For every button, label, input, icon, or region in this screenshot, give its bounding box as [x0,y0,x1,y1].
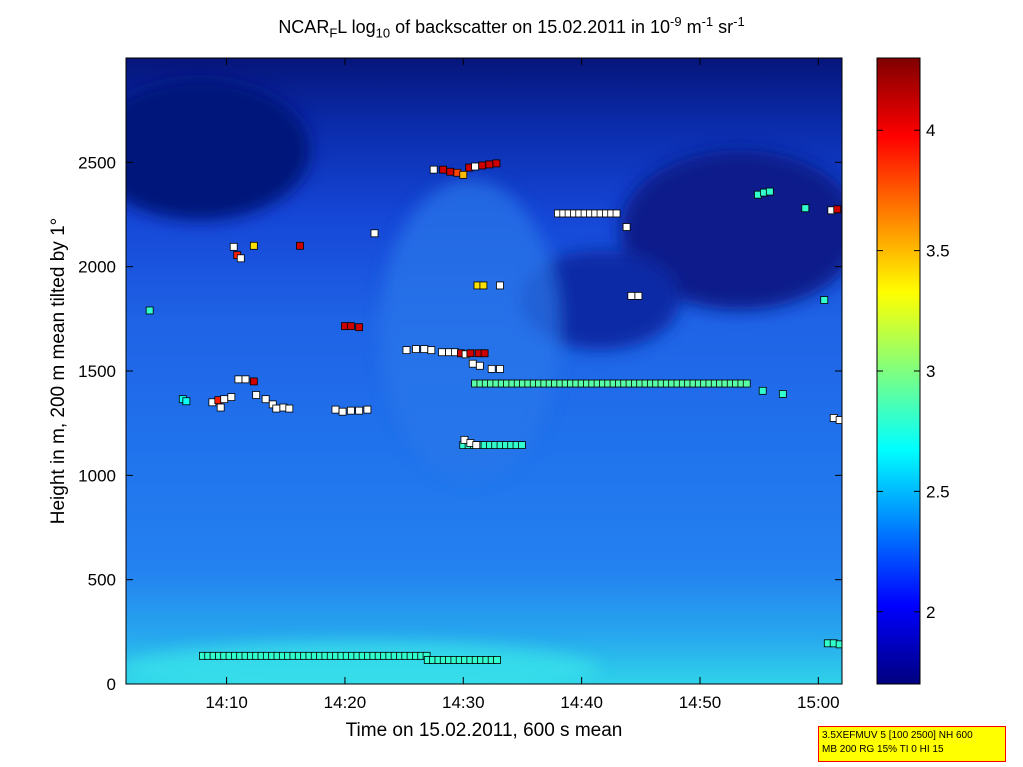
cloud-point [241,375,250,384]
cloud-point [820,296,829,304]
x-tick-label: 14:30 [442,693,485,712]
dark-region-mid [520,250,680,350]
cloud-point [801,204,810,213]
cloud-point [346,322,355,331]
cloud-point [261,395,270,404]
axis-ticks: 14:10 14:20 14:30 14:40 14:50 15:00 0 500 1000 15… [78,58,842,712]
cloud-point [634,291,643,300]
colorbar-tick-label: 3 [926,362,935,381]
cloud-point [420,345,429,353]
cloud-point [459,170,468,179]
colorbar [876,57,921,685]
cloud-point [496,365,504,373]
cloud-point [758,386,767,395]
cloud-points [145,159,842,664]
cloud-point [496,281,504,290]
cloud-point [272,404,281,413]
y-tick-label: 1500 [78,362,116,381]
chart-title: NCARFL log10 of backscatter on 15.02.201… [278,14,745,41]
x-tick-label: 15:00 [797,693,840,712]
colorbar-tick-label: 2.5 [926,482,950,501]
cloud-point [355,406,364,415]
cloud-point [446,167,455,176]
cloud-point [475,361,484,370]
info-line-2: MB 200 RG 15% TI 0 HI 15 [822,744,944,755]
heatmap [126,58,842,684]
info-line-1: 3.5XEFMUV 5 [100 2500] NH 600 [822,730,973,741]
cloud-point [478,161,487,170]
cloud-point [182,397,191,406]
cloud-point [229,242,238,251]
cloud-point [285,404,294,413]
cloud-point [355,323,364,332]
cloud-point [249,241,258,250]
cloud-point [466,349,475,358]
cloud-point [412,345,420,353]
cloud-point [370,229,379,238]
cloud-layer-point [517,441,526,449]
cloud-point [296,241,304,250]
cloud-point [468,359,477,368]
x-tick-label: 14:50 [679,693,722,712]
cloud-point [363,405,372,414]
cloud-point [765,187,774,196]
y-tick-label: 1000 [78,466,116,485]
cloud-point [220,395,229,404]
colorbar-tick-label: 4 [926,121,935,140]
y-tick-label: 2500 [78,153,116,172]
cloud-point [402,346,411,355]
cloud-point [480,349,489,358]
cloud-point [236,254,245,263]
cloud-point [439,165,448,174]
cloud-point [492,159,501,168]
cloud-layer-point [493,656,501,664]
cloud-point [427,346,436,355]
cloud-point [216,403,225,412]
cloud-point [227,393,236,401]
cloud-point [252,391,261,399]
cloud-point [145,306,154,315]
cloud-point [485,160,494,169]
cloud-point [346,406,355,415]
cloud-point [479,281,488,290]
x-tick-label: 14:10 [205,693,248,712]
bright-base [126,642,600,684]
cloud-point [438,348,446,357]
cloud-point [331,405,340,414]
cloud-point [338,407,347,416]
y-tick-label: 500 [88,571,116,590]
dark-region-topright [620,150,842,310]
colorbar-tick-label: 2 [926,603,935,622]
x-axis-label: Time on 15.02.2011, 600 s mean [346,720,623,741]
cloud-point [627,291,636,300]
x-tick-label: 14:20 [324,693,367,712]
cloud-point [835,416,842,424]
cloud-point [471,162,480,171]
cloud-point [833,205,842,214]
cloud-point [234,375,243,384]
cloud-point [249,377,258,386]
bright-plume [380,180,560,480]
y-tick-label: 0 [107,675,116,694]
y-tick-label: 2000 [78,258,116,277]
cloud-point [429,165,438,174]
cloud-point [778,390,787,398]
cloud-layer-point [612,209,621,218]
dark-region-topleft [126,80,310,220]
cloud-layer-point [742,379,751,388]
info-box: 3.5XEFMUV 5 [100 2500] NH 600 MB 200 RG … [818,726,1006,762]
colorbar-tick-label: 3.5 [926,242,950,261]
cloud-point [487,365,496,373]
y-axis-label: Height in m, 200 m mean tilted by 1° [48,218,69,524]
cloud-point [622,223,631,231]
colorbar-ticks: 2 2.5 3 3.5 4 [877,121,950,622]
cloud-point [472,441,481,449]
x-tick-label: 14:40 [560,693,603,712]
cloud-point [835,640,842,649]
